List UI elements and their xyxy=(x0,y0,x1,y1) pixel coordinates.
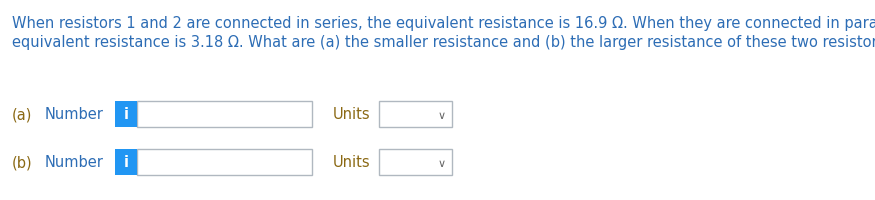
Text: Number: Number xyxy=(45,107,104,122)
Text: When resistors 1 and 2 are connected in series, the equivalent resistance is 16.: When resistors 1 and 2 are connected in … xyxy=(12,16,875,31)
FancyBboxPatch shape xyxy=(137,101,312,127)
Text: ∨: ∨ xyxy=(438,110,446,120)
Text: equivalent resistance is 3.18 Ω. What are (a) the smaller resistance and (b) the: equivalent resistance is 3.18 Ω. What ar… xyxy=(12,35,875,50)
FancyBboxPatch shape xyxy=(137,149,312,175)
Text: (a): (a) xyxy=(12,107,32,122)
FancyBboxPatch shape xyxy=(379,149,452,175)
FancyBboxPatch shape xyxy=(379,101,452,127)
Text: Number: Number xyxy=(45,155,104,170)
Text: i: i xyxy=(123,155,129,170)
FancyBboxPatch shape xyxy=(115,149,137,175)
Text: ∨: ∨ xyxy=(438,158,446,168)
Text: Units: Units xyxy=(333,155,371,170)
Text: (b): (b) xyxy=(12,155,32,170)
FancyBboxPatch shape xyxy=(115,101,137,127)
Text: i: i xyxy=(123,107,129,122)
Text: Units: Units xyxy=(333,107,371,122)
